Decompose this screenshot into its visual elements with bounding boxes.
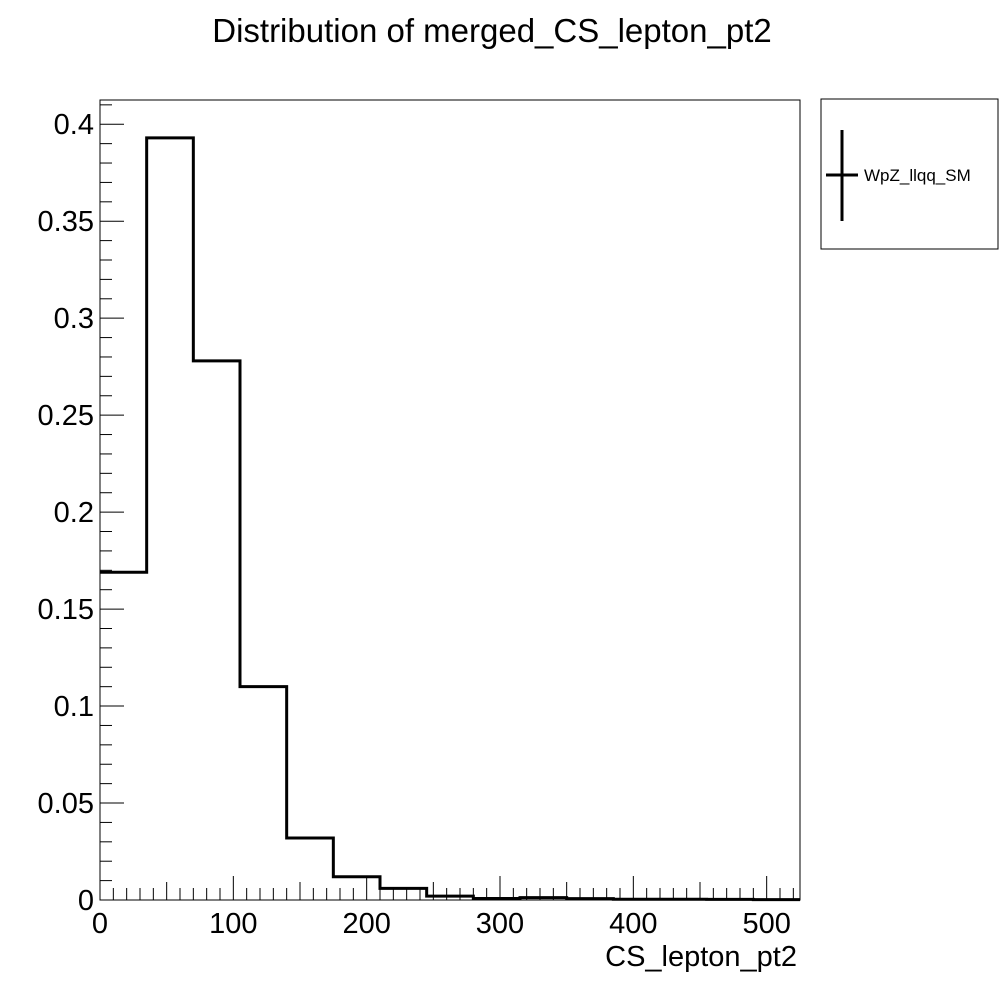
x-tick-label: 300 [476,908,524,940]
y-tick-label: 0.15 [38,594,94,626]
histogram-bin [100,572,147,900]
x-tick-label: 500 [742,908,790,940]
histogram-bin [240,687,287,900]
x-axis-label: CS_lepton_pt2 [605,941,797,973]
histogram-bin [380,888,427,900]
y-tick-label: 0.4 [54,109,94,141]
histogram-bin [707,899,754,900]
histogram-bin [333,877,380,900]
histogram-bin [147,138,194,900]
y-tick-label: 0.3 [54,303,94,335]
x-tick-label: 200 [342,908,390,940]
chart-title: Distribution of merged_CS_lepton_pt2 [0,12,984,50]
histogram-bin [520,898,567,900]
histogram-bin [567,899,614,900]
histogram-bin [613,899,660,900]
y-tick-label: 0.35 [38,206,94,238]
legend: WpZ_llqq_SM [821,99,998,249]
y-tick-label: 0.2 [54,497,94,529]
histogram-bin [660,899,707,900]
x-tick-label: 400 [609,908,657,940]
x-tick-label: 100 [209,908,257,940]
histogram-bin [473,898,520,900]
legend-entry-label: WpZ_llqq_SM [864,166,971,185]
histogram-bin [287,838,334,900]
y-tick-label: 0.05 [38,788,94,820]
y-tick-label: 0.25 [38,400,94,432]
histogram-bin [193,361,240,900]
x-tick-label: 0 [92,908,108,940]
histogram-bin [427,896,474,900]
y-tick-label: 0.1 [54,691,94,723]
histogram-layer [100,138,800,900]
